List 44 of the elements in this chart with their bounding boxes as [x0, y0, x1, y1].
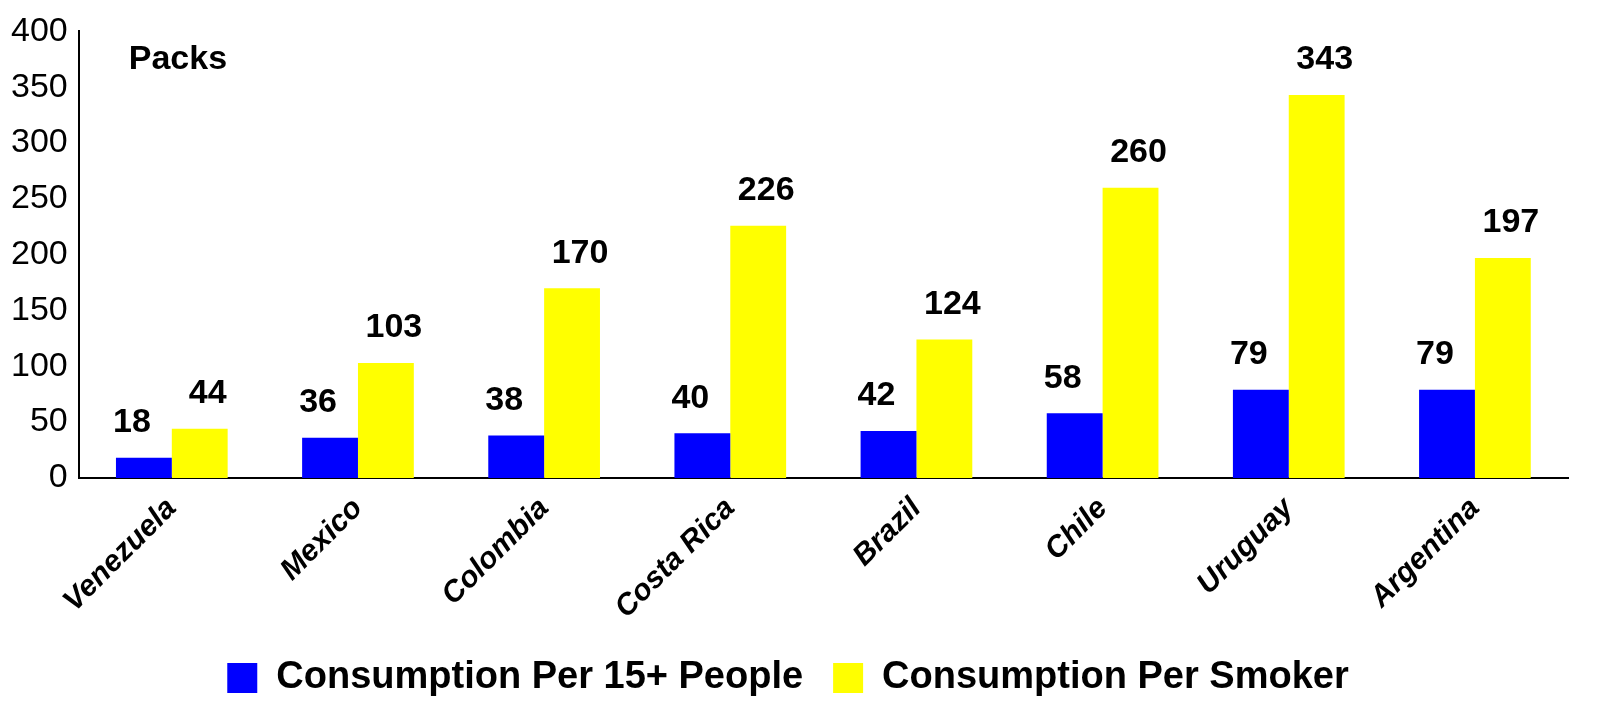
y-tick-label: 250 — [10, 177, 68, 216]
y-tick-label: 50 — [29, 400, 68, 439]
y-tick-label: 350 — [10, 65, 68, 104]
legend-label: Consumption Per 15+ People — [276, 654, 804, 697]
bar — [544, 288, 600, 478]
bar — [302, 437, 358, 478]
bar — [357, 362, 414, 478]
data-label: 260 — [1110, 131, 1167, 170]
data-label: 79 — [1229, 333, 1268, 372]
bar — [916, 339, 973, 478]
y-tick-label: 100 — [10, 344, 68, 383]
y-tick-label: 200 — [10, 233, 68, 272]
bar — [171, 428, 228, 478]
data-label: 226 — [737, 169, 795, 207]
data-label: 197 — [1482, 201, 1540, 240]
bar — [730, 225, 787, 478]
data-label: 38 — [485, 378, 524, 417]
y-axis-title: Packs — [128, 37, 228, 76]
data-label: 40 — [671, 376, 710, 415]
bar — [1474, 258, 1531, 478]
data-label: 58 — [1043, 356, 1082, 395]
y-tick-label: 150 — [10, 288, 68, 327]
bar — [488, 435, 545, 478]
y-tick-label: 300 — [10, 121, 68, 160]
bar — [1419, 389, 1475, 478]
y-tick-label: 0 — [48, 456, 68, 495]
legend-label: Consumption Per Smoker — [882, 654, 1349, 697]
data-label: 18 — [112, 401, 151, 440]
data-label: 42 — [857, 374, 896, 413]
data-label: 44 — [188, 372, 227, 411]
bar — [1046, 413, 1103, 478]
bar — [1232, 389, 1289, 478]
data-label: 343 — [1296, 38, 1354, 77]
bar — [674, 433, 731, 478]
bar — [860, 431, 917, 478]
bar — [1102, 187, 1159, 478]
bar — [1288, 95, 1345, 478]
data-label: 79 — [1416, 333, 1454, 372]
data-label: 124 — [924, 282, 981, 321]
bar — [115, 457, 172, 478]
y-tick-label: 400 — [10, 9, 68, 48]
data-label: 170 — [551, 231, 609, 270]
data-label: 103 — [365, 306, 423, 345]
data-label: 36 — [299, 381, 337, 420]
